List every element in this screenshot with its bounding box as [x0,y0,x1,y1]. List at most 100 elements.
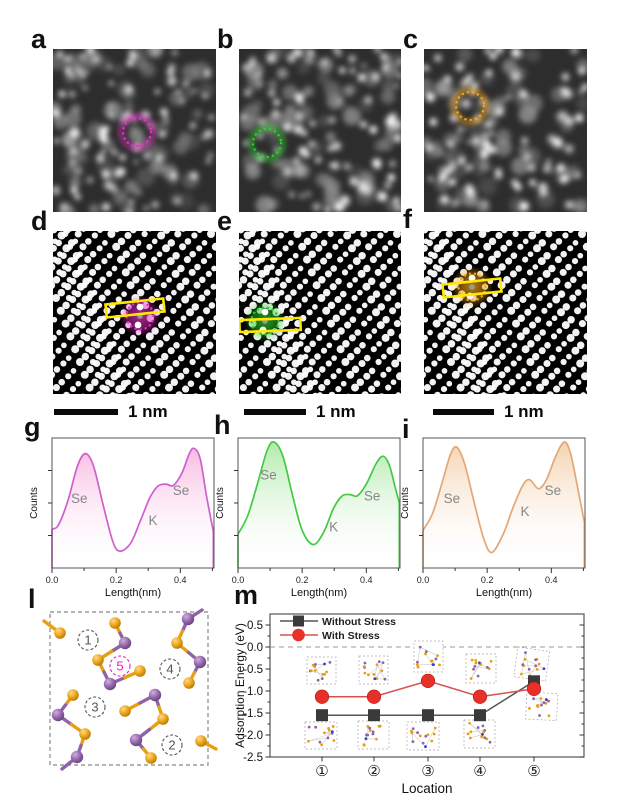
svg-text:0.2: 0.2 [296,575,309,585]
scalebar-line [433,409,494,415]
svg-text:2: 2 [168,738,175,753]
defect-glow-c [450,86,490,126]
structure-inset-2 [358,655,389,685]
scalebar-e: 1 nm [244,402,356,422]
defect-dotted-circle-e [250,306,280,336]
svg-text:-0.5: -0.5 [243,664,263,676]
without-stress-point-2 [368,709,380,722]
se-atom [183,677,195,689]
panel-letter-i: i [402,414,410,444]
svg-text:0.2: 0.2 [481,575,494,585]
svg-text:Adsorption Energy (eV): Adsorption Energy (eV) [233,623,247,748]
svg-text:4: 4 [166,662,173,677]
svg-text:1: 1 [84,633,91,648]
svg-text:0.5: 0.5 [247,620,263,632]
with-stress-point-1 [314,689,330,704]
svg-text:0.0: 0.0 [417,575,430,585]
structure-inset-10 [525,691,559,721]
svg-text:-2.0: -2.0 [243,730,263,742]
structure-inset-3 [413,640,444,673]
svg-text:-2.5: -2.5 [243,752,263,764]
panel-letter-c: c [403,24,419,54]
scalebar-f: 1 nm [433,402,544,422]
scalebar-label: 1 nm [316,402,356,421]
svg-text:⑤: ⑤ [527,762,540,780]
panel-letter-b: b [217,24,234,54]
svg-text:-1.0: -1.0 [243,686,263,698]
svg-text:④: ④ [473,762,486,780]
svg-text:K: K [149,513,158,528]
k-host-atom [181,612,195,626]
svg-text:3: 3 [91,700,98,715]
structure-inset-6 [304,721,338,750]
panel-f-simulated-image [424,231,587,394]
panel-a-stem-image [53,49,216,212]
without-stress-point-3 [422,709,434,722]
k-host-atom [70,750,84,764]
k-host-atom [118,636,132,650]
panel-b-stem-image [239,49,401,212]
panel-e-simulated-image [239,231,401,394]
without-stress-point-4 [474,709,486,722]
svg-text:0.4: 0.4 [174,575,187,585]
line-profile-rect-d [104,297,166,319]
svg-text:Without Stress: Without Stress [322,616,396,628]
svg-text:①: ① [315,762,328,780]
se-atom [92,654,104,666]
defect-dotted-circle-c [454,90,486,122]
scalebar-label: 1 nm [128,402,168,421]
site-label-2: 2 [161,734,183,756]
svg-text:③: ③ [421,762,434,780]
svg-text:②: ② [367,762,380,780]
without-stress-point-1 [316,709,328,722]
svg-text:Se: Se [444,491,461,506]
panel-letter-g: g [24,412,41,442]
with-stress-point-4 [472,689,488,704]
structure-inset-1 [306,656,337,685]
svg-text:Se: Se [545,483,562,498]
defect-glow-b [247,123,287,163]
svg-text:Se: Se [364,488,381,503]
se-atom [145,752,157,764]
scalebar-d: 1 nm [54,402,168,422]
panel-d-simulated-image [53,231,216,394]
svg-text:K: K [329,520,338,535]
scalebar-line [54,409,118,415]
k-host-atom [129,733,143,747]
svg-text:Counts: Counts [400,487,411,519]
panel-i-profile-chart: 0.0 0.2 0.4 Length(nm) Counts Se K Se [400,437,586,599]
svg-text:Counts: Counts [29,487,40,519]
legend: Without Stress With Stress [280,615,396,642]
svg-text:-1.5: -1.5 [243,708,263,720]
site-label-4: 4 [159,658,181,680]
k-host-atom [51,708,65,722]
structure-inset-9 [463,719,496,749]
se-atom [157,713,169,725]
svg-text:0.0: 0.0 [247,642,263,654]
panel-letter-e: e [217,206,233,236]
svg-text:With Stress: With Stress [322,630,380,642]
svg-text:Se: Se [260,468,277,483]
site-label-3: 3 [84,696,106,718]
se-atom [195,735,207,747]
defect-dotted-circle-a [121,116,153,148]
svg-text:0.0: 0.0 [232,575,245,585]
line-profile-rect-f [441,277,503,299]
panel-letter-d: d [31,206,48,236]
svg-text:0.4: 0.4 [545,575,558,585]
panel-g-profile-chart: 0.0 0.2 0.4 Length(nm) Counts Se K Se [29,437,215,599]
structure-inset-8 [406,721,440,751]
panel-letter-h: h [214,410,231,440]
structure-inset-7 [357,720,390,750]
panel-letter-l: l [28,584,36,614]
svg-text:5: 5 [116,659,123,674]
with-stress-point-5 [526,681,542,696]
se-atom [67,689,79,701]
panel-letter-m: m [234,580,259,610]
defect-glow-a [117,112,157,152]
scalebar-label: 1 nm [504,402,544,421]
svg-text:0.0: 0.0 [46,575,59,585]
structure-inset-5 [513,646,551,682]
scalebar-line [244,409,306,415]
